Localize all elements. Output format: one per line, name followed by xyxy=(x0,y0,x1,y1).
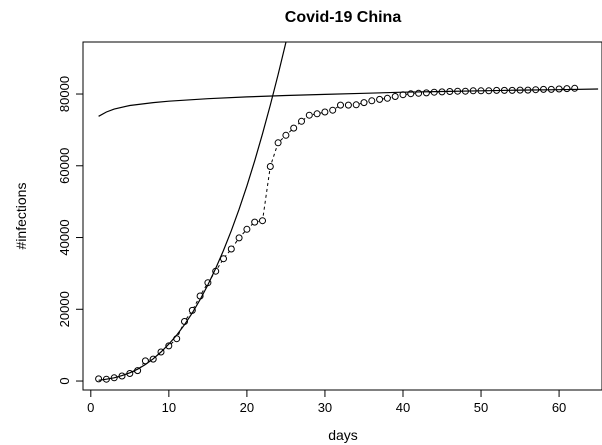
data-point xyxy=(313,110,321,118)
data-point xyxy=(321,108,329,116)
x-tick-label: 40 xyxy=(396,400,410,415)
data-point xyxy=(360,99,368,107)
data-point xyxy=(337,101,344,109)
plot-area xyxy=(95,42,599,383)
data-point xyxy=(282,131,290,139)
data-point xyxy=(290,124,298,132)
data-point xyxy=(344,101,352,109)
y-tick-label: 60000 xyxy=(57,148,72,184)
x-tick-label: 0 xyxy=(87,400,94,415)
data-point xyxy=(227,245,235,253)
x-tick-label: 50 xyxy=(474,400,488,415)
data-point xyxy=(243,225,251,233)
data-point xyxy=(305,111,313,119)
data-point xyxy=(352,101,360,109)
data-point xyxy=(95,375,103,383)
y-tick-label: 20000 xyxy=(57,291,72,327)
data-point xyxy=(165,342,173,350)
y-tick-label: 0 xyxy=(57,377,72,384)
data-point xyxy=(376,95,384,103)
data-point xyxy=(383,94,391,102)
x-axis: 0 10 20 30 40 50 60 xyxy=(87,389,566,415)
chart-title: Covid-19 China xyxy=(285,9,402,26)
data-point xyxy=(259,217,266,225)
data-point xyxy=(274,139,282,147)
data-point xyxy=(298,117,305,125)
data-point xyxy=(422,89,430,97)
y-tick-label: 80000 xyxy=(57,76,72,112)
x-axis-label: days xyxy=(328,427,358,443)
data-point xyxy=(563,85,571,93)
series-line xyxy=(98,88,599,117)
x-tick-label: 20 xyxy=(240,400,254,415)
data-point xyxy=(415,89,423,97)
y-tick-label: 40000 xyxy=(57,219,72,255)
y-axis: 0 20000 40000 60000 80000 xyxy=(57,76,84,385)
x-tick-label: 60 xyxy=(552,400,566,415)
data-point xyxy=(391,93,399,100)
series-line xyxy=(98,42,287,381)
data-point xyxy=(235,234,243,242)
x-tick-label: 10 xyxy=(162,400,176,415)
y-axis-label: #infections xyxy=(13,183,29,250)
data-connector xyxy=(98,87,575,380)
data-point xyxy=(368,97,376,105)
data-point xyxy=(329,106,337,114)
data-point xyxy=(555,85,563,93)
x-tick-label: 30 xyxy=(318,400,332,415)
data-point xyxy=(571,84,579,92)
data-point xyxy=(266,163,274,170)
data-point xyxy=(251,218,259,226)
